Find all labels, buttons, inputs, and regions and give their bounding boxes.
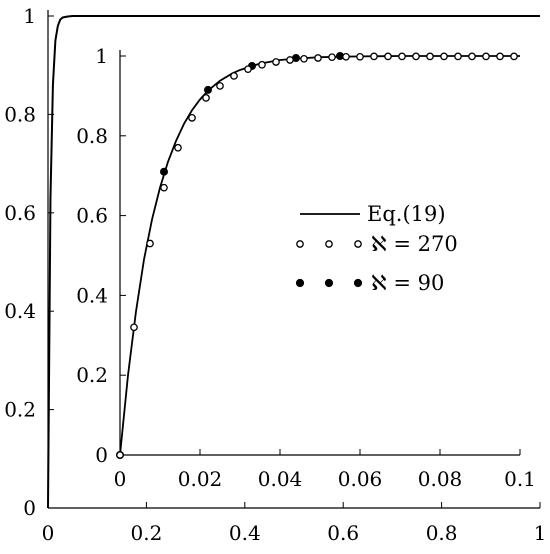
inset-point-open bbox=[174, 143, 182, 152]
main-y-tick-label: 0.2 bbox=[4, 398, 36, 422]
inset-point-open bbox=[258, 60, 266, 69]
inset-point-open bbox=[188, 113, 196, 122]
inset-point-filled bbox=[160, 167, 168, 176]
inset-plot: 0 0.02 0.04 0.06 0.08 0.1 0 0.2 0.4 0.6 0.8 1 bbox=[76, 44, 536, 491]
inset-point-open bbox=[160, 183, 168, 192]
main-y-tick-label: 1 bbox=[23, 4, 36, 28]
legend-open-circle-swatch bbox=[325, 240, 333, 248]
inset-point-open bbox=[412, 52, 420, 61]
inset-x-tick-label: 0.04 bbox=[258, 467, 303, 491]
inset-y-tick-label: 0.6 bbox=[76, 204, 108, 228]
inset-point-open bbox=[496, 52, 504, 61]
inset-point-open bbox=[328, 53, 336, 62]
inset-point-open bbox=[130, 323, 138, 332]
legend-label: Eq.(19) bbox=[367, 202, 446, 226]
inset-point-open bbox=[356, 52, 364, 61]
inset-x-tick-label: 0 bbox=[114, 467, 127, 491]
main-x-tick-label: 0 bbox=[42, 521, 55, 545]
legend: Eq.(19) ℵ = 270 ℵ = 90 bbox=[295, 202, 458, 295]
legend-filled-circle-swatch bbox=[353, 278, 363, 288]
inset-point-open bbox=[216, 82, 224, 90]
inset-point-open bbox=[398, 52, 406, 61]
inset-x-tick-label: 0.1 bbox=[504, 467, 536, 491]
inset-point-open bbox=[468, 52, 476, 61]
inset-point-open bbox=[146, 239, 154, 248]
inset-point-open bbox=[300, 54, 308, 63]
main-x-tick-label: 0.2 bbox=[130, 521, 162, 545]
legend-open-circle-swatch bbox=[296, 240, 304, 248]
inset-y-tick-label: 0.4 bbox=[76, 283, 108, 307]
inset-point-open bbox=[116, 451, 124, 459]
inset-y-tick-label: 0 bbox=[95, 443, 108, 467]
legend-filled-circle-swatch bbox=[324, 278, 334, 288]
main-plot: 0 0.2 0.4 0.6 0.8 1 0 0.2 0.4 0.6 0.8 1 bbox=[4, 4, 546, 545]
inset-x-tick-label: 0.08 bbox=[418, 467, 463, 491]
inset-point-open bbox=[454, 52, 462, 61]
main-y-tick-label: 0.6 bbox=[4, 201, 36, 225]
inset-x-tick-label: 0.02 bbox=[178, 467, 223, 491]
legend-filled-circle-swatch bbox=[295, 278, 305, 288]
inset-y-tick-label: 1 bbox=[95, 44, 108, 68]
inset-point-open bbox=[272, 58, 280, 66]
legend-label: ℵ = 270 bbox=[371, 232, 458, 256]
inset-x-tick-label: 0.06 bbox=[338, 467, 383, 491]
legend-label: ℵ = 90 bbox=[371, 271, 444, 295]
inset-point-open bbox=[244, 65, 252, 74]
inset-y-tick-label: 0.2 bbox=[76, 363, 108, 387]
inset-point-open bbox=[230, 72, 238, 80]
inset-point-open bbox=[384, 52, 392, 61]
inset-series-line bbox=[119, 55, 520, 456]
legend-open-circle-swatch bbox=[354, 240, 362, 248]
main-x-tick-label: 1 bbox=[534, 521, 547, 545]
main-x-tick-label: 0.4 bbox=[229, 521, 261, 545]
inset-point-open bbox=[286, 56, 294, 64]
inset-point-open bbox=[314, 54, 322, 62]
inset-point-filled bbox=[204, 85, 212, 94]
inset-point-open bbox=[510, 52, 518, 61]
main-x-tick-label: 0.6 bbox=[327, 521, 359, 545]
main-y-tick-label: 0 bbox=[23, 496, 36, 520]
inset-point-open bbox=[342, 52, 350, 61]
inset-point-open bbox=[426, 52, 434, 61]
inset-point-open bbox=[482, 52, 490, 61]
inset-point-open bbox=[440, 52, 448, 61]
main-y-tick-label: 0.8 bbox=[4, 102, 36, 126]
main-series-line bbox=[47, 15, 540, 509]
inset-point-open bbox=[370, 52, 378, 61]
main-y-tick-label: 0.4 bbox=[4, 299, 36, 323]
main-x-tick-label: 0.8 bbox=[426, 521, 458, 545]
inset-point-open bbox=[202, 94, 210, 102]
inset-y-tick-label: 0.8 bbox=[76, 124, 108, 148]
